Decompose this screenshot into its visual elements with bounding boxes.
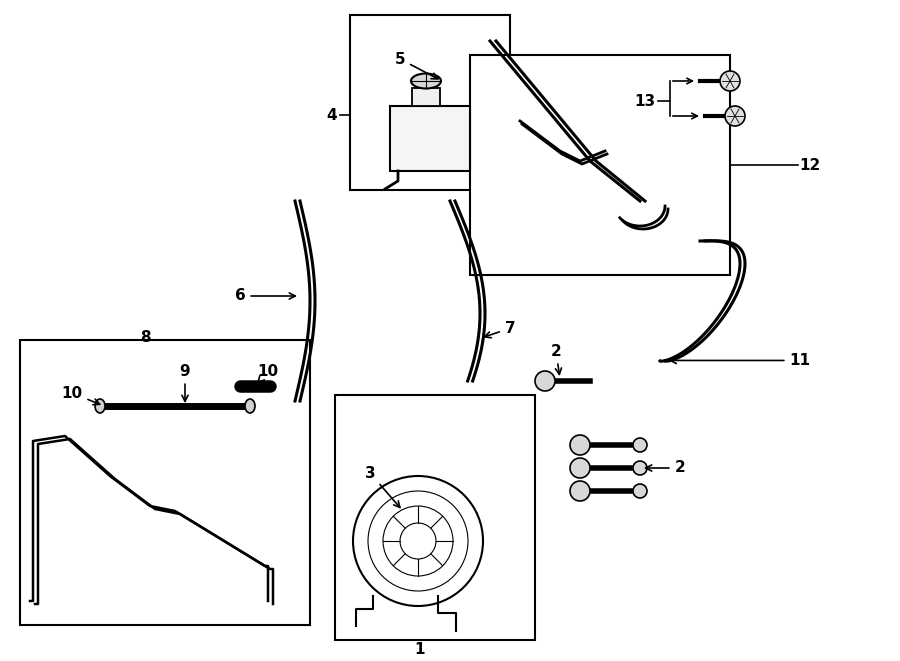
Bar xyxy=(335,395,535,640)
Bar xyxy=(390,106,470,171)
Text: 3: 3 xyxy=(364,465,400,508)
Text: 6: 6 xyxy=(235,288,295,303)
Text: 10: 10 xyxy=(257,364,279,383)
Text: 10: 10 xyxy=(61,385,100,405)
Circle shape xyxy=(633,438,647,452)
Text: 1: 1 xyxy=(415,641,425,656)
Bar xyxy=(350,15,510,190)
Text: 11: 11 xyxy=(670,353,811,368)
Ellipse shape xyxy=(245,399,255,413)
Text: 2: 2 xyxy=(645,461,686,475)
Text: 9: 9 xyxy=(180,364,190,401)
Ellipse shape xyxy=(411,73,441,89)
Text: 2: 2 xyxy=(551,344,562,374)
Bar xyxy=(470,55,730,275)
Circle shape xyxy=(633,461,647,475)
Text: 7: 7 xyxy=(484,321,516,338)
Circle shape xyxy=(720,71,740,91)
Text: 8: 8 xyxy=(140,330,150,346)
Text: 13: 13 xyxy=(634,93,655,108)
Bar xyxy=(412,88,440,106)
Text: 4: 4 xyxy=(327,108,338,122)
Text: 12: 12 xyxy=(799,157,821,173)
Circle shape xyxy=(570,435,590,455)
Circle shape xyxy=(535,371,555,391)
Circle shape xyxy=(570,481,590,501)
Bar xyxy=(20,340,310,625)
Ellipse shape xyxy=(95,399,105,413)
Text: 5: 5 xyxy=(395,52,438,79)
Circle shape xyxy=(725,106,745,126)
Circle shape xyxy=(633,484,647,498)
Circle shape xyxy=(570,458,590,478)
